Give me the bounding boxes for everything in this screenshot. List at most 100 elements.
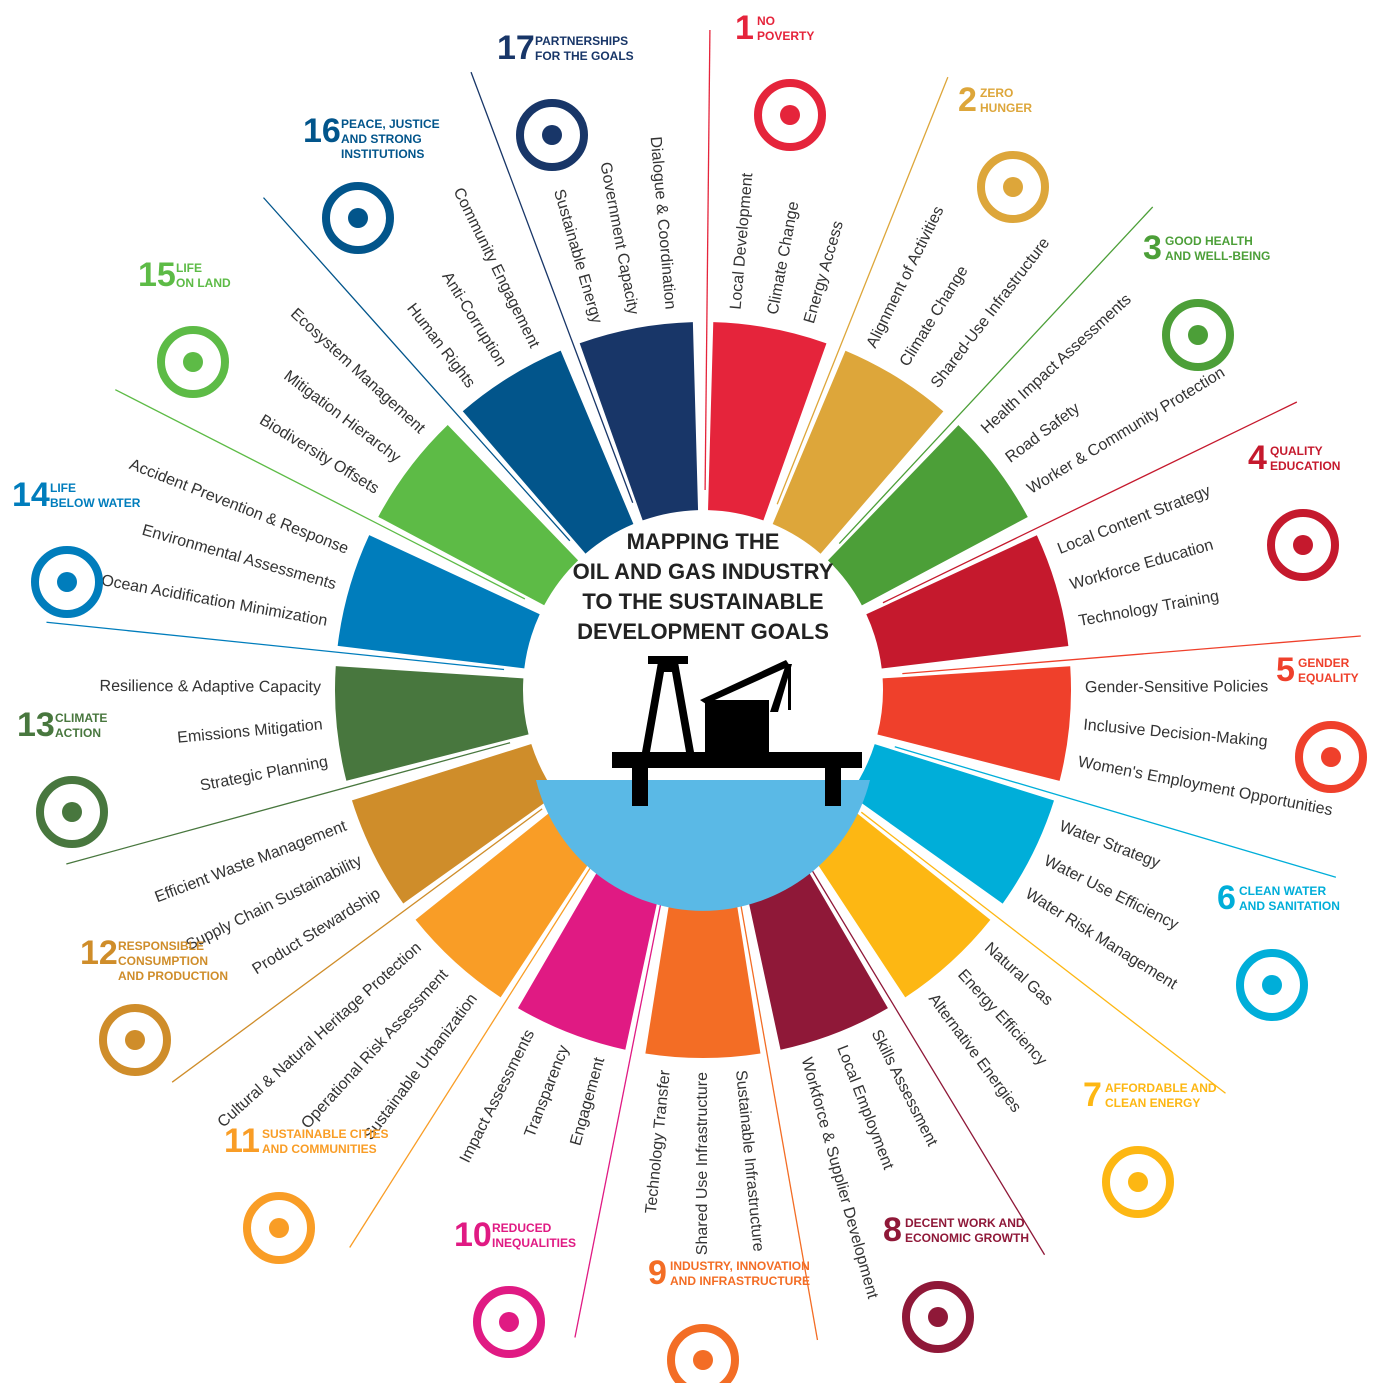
goal-name: ZERO — [980, 86, 1013, 100]
goal-item: Inclusive Decision-Making — [1083, 717, 1269, 751]
goal-number: 12 — [80, 934, 118, 972]
goal-number: 3 — [1143, 229, 1162, 267]
goal-item: Impact Assessments — [457, 1027, 538, 1166]
goal-name: NO — [757, 14, 775, 28]
goal-icon-dot — [693, 1350, 713, 1370]
goal-icon-dot — [57, 572, 77, 592]
goal-number: 17 — [497, 29, 535, 67]
goal-name: AND INFRASTRUCTURE — [670, 1274, 810, 1288]
goal-name: POVERTY — [757, 29, 814, 43]
goal-number: 13 — [17, 706, 55, 744]
goal-number: 5 — [1276, 651, 1295, 689]
goal-item: Sustainable Urbanization — [361, 991, 481, 1144]
goal-name: REDUCED — [492, 1221, 552, 1235]
goal-name: CONSUMPTION — [118, 954, 208, 968]
goal-item: Community Engagement — [450, 185, 543, 351]
goal-number: 2 — [958, 81, 977, 119]
goal-icon-dot — [125, 1030, 145, 1050]
goal-item: Gender-Sensitive Policies — [1085, 678, 1268, 696]
goal-name: INEQUALITIES — [492, 1236, 576, 1250]
goal-item: Engagement — [568, 1055, 609, 1148]
goal-number: 11 — [224, 1122, 260, 1160]
title-line: DEVELOPMENT GOALS — [577, 619, 829, 644]
goal-item: Shared Use Infrastructure — [694, 1072, 711, 1255]
goal-name: AFFORDABLE AND — [1105, 1081, 1217, 1095]
goal-item: Climate Change — [765, 200, 803, 316]
goal-icon-dot — [1262, 975, 1282, 995]
goal-item: Resilience & Adaptive Capacity — [100, 678, 322, 696]
goal-name: AND WELL-BEING — [1165, 249, 1270, 263]
goal-item: Transparency — [522, 1043, 573, 1140]
goal-name: GENDER — [1298, 656, 1350, 670]
goal-item: Government Capacity — [596, 161, 641, 316]
goal-icon-dot — [269, 1218, 289, 1238]
goal-icon-dot — [62, 802, 82, 822]
goal-name: RESPONSIBLE — [118, 939, 204, 953]
goal-item: Efficient Waste Management — [153, 818, 350, 907]
goal-item: Strategic Planning — [199, 753, 330, 794]
title-line: MAPPING THE — [627, 529, 780, 554]
goal-item: Technology Training — [1077, 588, 1220, 630]
goal-name: QUALITY — [1270, 444, 1323, 458]
goal-number: 7 — [1083, 1076, 1102, 1114]
goal-icon-dot — [928, 1307, 948, 1327]
goal-number: 16 — [303, 112, 341, 150]
goal-item: Local Development — [728, 172, 757, 310]
goal-icon-dot — [780, 105, 800, 125]
goal-name: SUSTAINABLE CITIES — [262, 1127, 388, 1141]
goal-number: 8 — [883, 1211, 902, 1249]
goal-name: LIFE — [176, 261, 202, 275]
goal-name: ON LAND — [176, 276, 231, 290]
goal-icon-dot — [1188, 325, 1208, 345]
sdg-wheel: MAPPING THE OIL AND GAS INDUSTRY TO THE SU… — [0, 0, 1386, 1383]
goal-name: FOR THE GOALS — [535, 49, 634, 63]
goal-number: 4 — [1248, 439, 1267, 477]
divider-line — [705, 30, 710, 490]
goal-number: 6 — [1217, 879, 1236, 917]
goal-name: AND SANITATION — [1239, 899, 1340, 913]
goal-name: ECONOMIC GROWTH — [905, 1231, 1029, 1245]
goal-name: DECENT WORK AND — [905, 1216, 1025, 1230]
goal-name: GOOD HEALTH — [1165, 234, 1253, 248]
goal-name: EDUCATION — [1270, 459, 1340, 473]
goal-icon-dot — [1128, 1172, 1148, 1192]
goal-item: Shared-Use Infrastructure — [928, 235, 1053, 392]
title-line: TO THE SUSTAINABLE — [582, 589, 823, 614]
goal-name: ACTION — [55, 726, 101, 740]
goal-number: 10 — [454, 1216, 492, 1254]
goal-name: INSTITUTIONS — [341, 147, 424, 161]
goal-item: Emissions Mitigation — [177, 716, 324, 746]
goal-name: AND PRODUCTION — [118, 969, 228, 983]
goal-item: Women's Employment Opportunities — [1077, 754, 1334, 820]
goal-name: AND STRONG — [341, 132, 422, 146]
goal-name: BELOW WATER — [50, 496, 141, 510]
goal-name: INDUSTRY, INNOVATION — [670, 1259, 810, 1273]
goal-name: CLIMATE — [55, 711, 107, 725]
goal-number: 9 — [648, 1254, 667, 1292]
goal-name: HUNGER — [980, 101, 1032, 115]
goal-icon-dot — [542, 125, 562, 145]
goal-item: Alternative Energies — [925, 991, 1024, 1116]
goal-number: 14 — [12, 476, 50, 514]
goal-item: Technology Transfer — [643, 1069, 674, 1215]
goal-name: CLEAN WATER — [1239, 884, 1326, 898]
goal-icon-dot — [348, 208, 368, 228]
goal-number: 15 — [138, 256, 176, 294]
goal-icon-dot — [183, 352, 203, 372]
goal-item: Water Risk Management — [1022, 885, 1180, 993]
goal-name: PARTNERSHIPS — [535, 34, 628, 48]
goal-icon-dot — [1321, 747, 1341, 767]
goal-item: Energy Access — [801, 219, 847, 325]
goal-item: Sustainable Infrastructure — [732, 1069, 767, 1252]
goal-name: AND COMMUNITIES — [262, 1142, 377, 1156]
goal-icon-dot — [499, 1312, 519, 1332]
goal-number: 1 — [735, 9, 754, 47]
goal-name: EQUALITY — [1298, 671, 1359, 685]
goal-name: CLEAN ENERGY — [1105, 1096, 1200, 1110]
goal-icon-dot — [1003, 177, 1023, 197]
goal-name: PEACE, JUSTICE — [341, 117, 440, 131]
goal-name: LIFE — [50, 481, 76, 495]
title-line: OIL AND GAS INDUSTRY — [573, 559, 834, 584]
goal-icon-dot — [1293, 535, 1313, 555]
goal-item: Dialogue & Coordination — [647, 136, 679, 310]
